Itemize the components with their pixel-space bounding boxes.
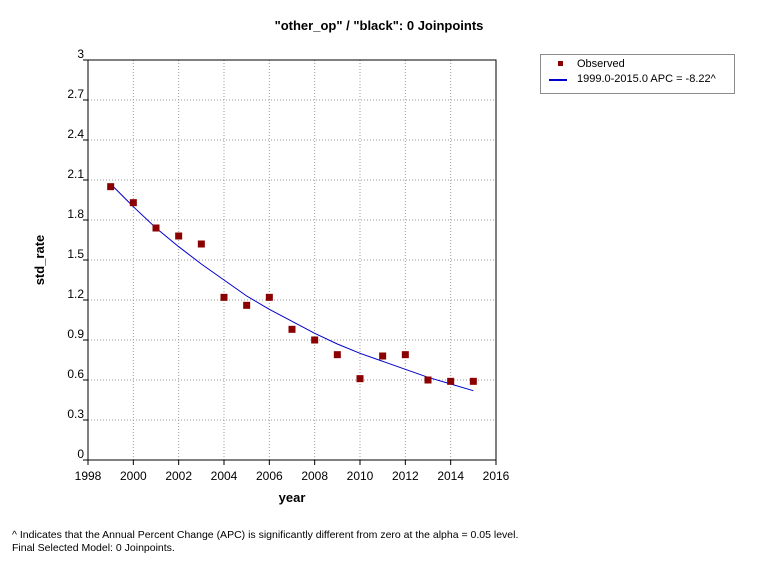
- data-point: [469, 377, 477, 385]
- gridlines: [88, 60, 496, 460]
- x-tick-label: 2010: [347, 469, 374, 483]
- x-tick-label: 1998: [75, 469, 102, 483]
- x-tick-label: 2006: [256, 469, 283, 483]
- y-tick-label: 0.9: [67, 327, 84, 341]
- y-axis-label: std_rate: [32, 235, 47, 286]
- y-tick-label: 0: [77, 447, 84, 461]
- observed-series: [107, 183, 477, 385]
- x-axis-label: year: [279, 490, 306, 505]
- y-tick-label: 2.4: [67, 127, 84, 141]
- y-tick-label: 3: [77, 47, 84, 61]
- legend-label-fit: 1999.0-2015.0 APC = -8.22^: [577, 73, 716, 85]
- y-tick-label: 1.8: [67, 207, 84, 221]
- x-tick-label: 2012: [392, 469, 419, 483]
- data-point: [107, 183, 115, 191]
- x-tick-label: 2000: [120, 469, 147, 483]
- legend-label-observed: Observed: [577, 58, 625, 70]
- footnote-model: Final Selected Model: 0 Joinpoints.: [12, 542, 175, 554]
- y-axis-ticks: 0 0.3 0.6 0.9 1.2 1.5 1.8 2.1 2.4 2.7 3: [67, 47, 88, 461]
- y-tick-label: 2.1: [67, 167, 84, 181]
- x-tick-label: 2008: [301, 469, 328, 483]
- y-tick-label: 0.6: [67, 367, 84, 381]
- x-tick-label: 2002: [165, 469, 192, 483]
- legend: Observed 1999.0-2015.0 APC = -8.22^: [540, 54, 735, 94]
- fit-line: [110, 183, 474, 392]
- data-point: [379, 352, 387, 360]
- x-axis-ticks: 1998 2000 2002 2004 2006 2008 2010 2012 2014 2016: [75, 460, 510, 483]
- chart-title: "other_op" / "black": 0 Joinpoints: [275, 18, 484, 33]
- x-tick-label: 2016: [483, 469, 510, 483]
- data-point: [356, 375, 364, 383]
- observed-marker-icon: [558, 61, 563, 66]
- y-tick-label: 1.5: [67, 247, 84, 261]
- data-point: [288, 325, 296, 333]
- data-point: [152, 224, 160, 232]
- data-point: [175, 232, 183, 240]
- y-tick-label: 2.7: [67, 87, 84, 101]
- fit-line-series: [110, 183, 474, 392]
- data-point: [401, 351, 409, 359]
- data-point: [220, 293, 228, 301]
- data-point: [424, 376, 432, 384]
- data-point: [311, 336, 319, 344]
- data-point: [333, 351, 341, 359]
- footnote-apc: ^ Indicates that the Annual Percent Chan…: [12, 529, 519, 541]
- y-tick-label: 0.3: [67, 407, 84, 421]
- data-point: [243, 301, 251, 309]
- y-tick-label: 1.2: [67, 287, 84, 301]
- fit-line-icon: [549, 79, 567, 81]
- data-point: [197, 240, 205, 248]
- data-point: [265, 293, 273, 301]
- x-tick-label: 2014: [437, 469, 464, 483]
- data-point: [129, 199, 137, 207]
- data-point: [447, 377, 455, 385]
- x-tick-label: 2004: [211, 469, 238, 483]
